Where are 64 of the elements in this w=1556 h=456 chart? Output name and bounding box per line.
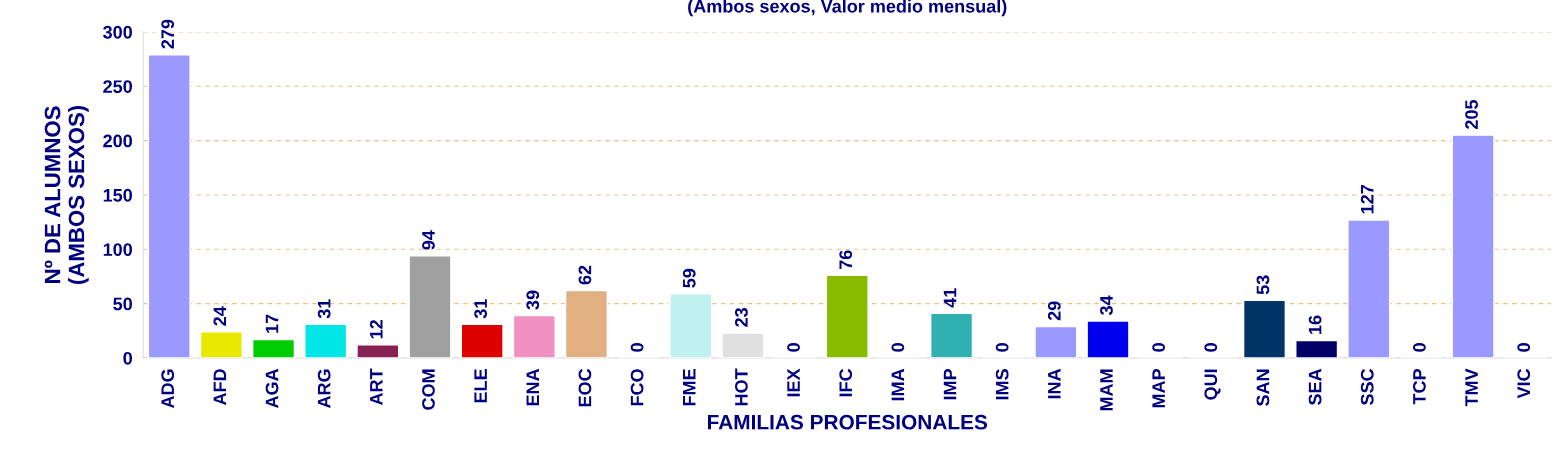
- x-tick-label: ARG: [317, 369, 331, 409]
- x-tick-label: SEA: [1308, 368, 1322, 405]
- data-label: 17: [265, 314, 279, 333]
- data-label: 34: [1100, 295, 1113, 316]
- x-tick-label: MAP: [1152, 368, 1165, 408]
- data-label: 0: [787, 343, 800, 352]
- x-tick-label: MAM: [1100, 369, 1113, 411]
- x-tick-label: ELE: [474, 369, 487, 403]
- data-label: 53: [1256, 275, 1270, 295]
- x-tick-label: SSC: [1360, 368, 1374, 405]
- x-tick-label: IMA: [891, 368, 905, 401]
- chart-title: (Ambos sexos, Valor medio mensual): [688, 0, 1007, 17]
- x-tick-label: IMP: [943, 368, 957, 400]
- x-tick-label: QUI: [1204, 369, 1221, 400]
- data-label: 279: [161, 19, 175, 49]
- data-label: 0: [1517, 343, 1531, 352]
- x-tick-label: AFD: [213, 369, 227, 406]
- data-label: 31: [474, 299, 488, 319]
- y-tick-label: 250: [103, 80, 132, 93]
- x-tick-label: COM: [422, 369, 435, 410]
- y-tick-label: 300: [103, 25, 132, 39]
- y-tick-label: 150: [103, 188, 132, 202]
- data-label: 24: [213, 306, 227, 326]
- data-label: 94: [422, 230, 435, 250]
- data-label: 23: [734, 307, 748, 327]
- data-label: 39: [526, 290, 540, 310]
- x-tick-label: IEX: [787, 368, 800, 397]
- data-label: 127: [1360, 185, 1374, 214]
- x-tick-label: ENA: [526, 368, 539, 406]
- x-tick-label: ART: [370, 368, 383, 406]
- x-tick-label: IMS: [995, 369, 1009, 400]
- data-label: 59: [682, 268, 696, 288]
- x-tick-label: FCO: [630, 369, 644, 406]
- data-label: 31: [317, 299, 331, 319]
- y-tick-label: 200: [103, 134, 132, 148]
- data-label: 0: [891, 343, 905, 352]
- x-tick-label: VIC: [1517, 368, 1531, 399]
- x-tick-label: FME: [683, 369, 696, 406]
- data-label: 0: [995, 343, 1009, 352]
- data-label: 29: [1047, 301, 1061, 321]
- x-tick-label: ADG: [161, 369, 175, 409]
- data-label: 62: [578, 265, 592, 285]
- x-axis-title: FAMILIAS PROFESIONALES: [708, 414, 988, 430]
- x-tick-label: HOT: [734, 368, 748, 406]
- data-label: 76: [839, 250, 853, 270]
- x-tick-label: AGA: [265, 368, 279, 409]
- data-label: 12: [369, 320, 383, 339]
- data-label: 41: [943, 288, 957, 308]
- y-tick-label: 50: [113, 297, 132, 311]
- x-tick-label: INA: [1048, 368, 1061, 399]
- x-tick-label: TCP: [1413, 368, 1426, 405]
- y-tick-label: 100: [103, 243, 132, 256]
- data-label: 0: [1152, 343, 1166, 352]
- data-label: 16: [1308, 315, 1322, 334]
- y-tick-label: 0: [123, 351, 132, 365]
- data-label: 0: [1204, 343, 1218, 352]
- x-tick-label: EOC: [578, 368, 592, 407]
- data-label: 0: [1413, 343, 1426, 352]
- data-label: 205: [1465, 99, 1478, 129]
- x-tick-label: SAN: [1256, 369, 1270, 406]
- data-label: 0: [630, 343, 644, 352]
- y-axis-title: Nº DE ALUMNOS (AMBOS SEXOS): [44, 105, 89, 284]
- x-tick-label: IFC: [839, 368, 853, 397]
- x-tick-label: TMV: [1465, 368, 1478, 407]
